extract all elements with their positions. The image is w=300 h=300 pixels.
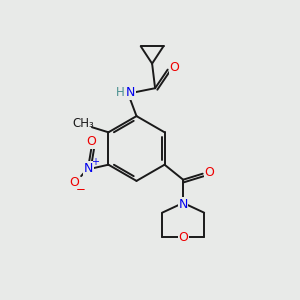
Text: N: N	[125, 86, 135, 99]
Text: −: −	[76, 183, 85, 196]
Text: O: O	[204, 166, 214, 179]
Text: O: O	[178, 231, 188, 244]
Text: O: O	[70, 176, 80, 189]
Text: N: N	[84, 162, 93, 175]
Text: CH₃: CH₃	[72, 117, 94, 130]
Text: O: O	[86, 135, 96, 148]
Text: +: +	[91, 157, 99, 167]
Text: H: H	[116, 86, 125, 99]
Text: O: O	[169, 61, 179, 74]
Text: N: N	[178, 198, 188, 211]
